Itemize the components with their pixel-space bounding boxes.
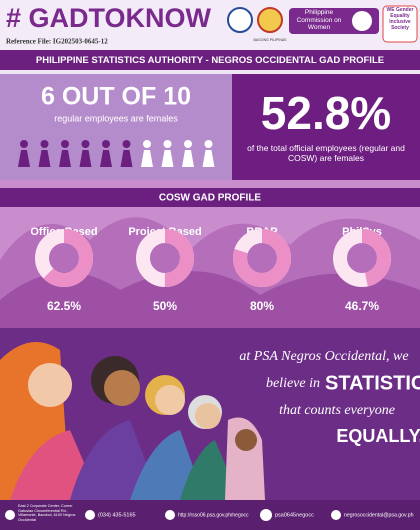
person-head: [143, 140, 151, 148]
icon-web: [165, 510, 175, 520]
person-head: [81, 140, 90, 148]
donut-arc: [136, 229, 194, 287]
ratio-box: [0, 74, 232, 180]
person-head: [40, 140, 49, 148]
logo-text: BAGONG PILIPINAS: [253, 38, 287, 42]
icon-phone: [85, 510, 95, 520]
percent-caption: of the total official employees (regular…: [247, 143, 405, 163]
logo-bagong: [257, 7, 283, 33]
person-body: [182, 150, 194, 167]
person-head: [20, 140, 28, 148]
address: East 2 Corporate Center, Corner Gatuslao…: [18, 504, 76, 522]
person-body: [202, 150, 215, 167]
logo-psa: [227, 7, 253, 33]
person-head: [102, 140, 110, 148]
logo-pcw-text: Philippine Commission on Women: [296, 9, 342, 31]
logo-pcw-text-box: Philippine Commission on Women: [296, 9, 342, 31]
donut-arc: [233, 229, 291, 287]
person-body: [120, 150, 133, 167]
silhouettes: [0, 271, 420, 328]
message-emphasis: EQUALLY.: [336, 426, 420, 446]
logo-we-text: WE Gender Equality Inclusive Society: [386, 7, 414, 31]
title: # GADTOKNOW: [6, 3, 212, 33]
percent-caption-box: of the total official employees (regular…: [247, 143, 405, 163]
person-body: [18, 150, 30, 167]
cosw-title: COSW GAD PROFILE: [159, 193, 262, 204]
email: negrosoccidental@psa.gov.ph: [344, 512, 414, 518]
percent: 52.8%: [261, 87, 391, 139]
donut-value: 62.5%: [47, 299, 81, 313]
ratio: 6 OUT OF 10: [41, 83, 191, 111]
donut-arc: [333, 229, 391, 287]
address-box: East 2 Corporate Center, Corner Gatuslao…: [18, 504, 76, 522]
phone: (034) 435-5165: [98, 512, 136, 518]
person-body: [100, 150, 112, 167]
logo-we-text-box: WE Gender Equality Inclusive Society: [386, 7, 414, 31]
person-body: [141, 150, 153, 167]
message-line: at PSA Negros Occidental, we: [239, 349, 408, 364]
person-head: [184, 140, 192, 148]
cosw-bar: [0, 188, 420, 207]
banner: PHILIPPINE STATISTICS AUTHORITY - NEGROS…: [36, 55, 384, 66]
person-body: [161, 150, 174, 167]
people-icons: [18, 140, 215, 167]
person-body: [38, 150, 51, 167]
icon-location: [5, 510, 15, 520]
website: http://rsso06.psa.gov.ph/negocc: [178, 512, 249, 518]
donut-value: 80%: [250, 299, 274, 313]
person-head: [61, 140, 69, 148]
banner-bg: [0, 50, 420, 70]
message-line: that counts everyone: [279, 403, 395, 418]
footer-bg: [0, 500, 420, 530]
person-head: [204, 140, 213, 148]
person-body: [79, 150, 92, 167]
person-head: [122, 140, 131, 148]
message: at PSA Negros Occidental, we believe in …: [239, 349, 420, 446]
logo-pcw-icon: [352, 11, 372, 31]
message-line: believe in: [266, 376, 320, 391]
donut-arc: [35, 229, 93, 287]
women-illustration: [0, 342, 265, 500]
facebook: psa0645negocc: [275, 512, 314, 518]
donut-value: 46.7%: [345, 299, 379, 313]
logo-we: [382, 5, 418, 43]
icon-email: [331, 510, 341, 520]
message-emphasis: STATISTICS: [325, 372, 420, 394]
ratio-caption: regular employees are females: [54, 113, 178, 123]
person-head: [163, 140, 172, 148]
person-body: [59, 150, 71, 167]
reference: Reference File: IG202503-0645-12: [6, 38, 108, 46]
donut-value: 50%: [153, 299, 177, 313]
icon-facebook: [260, 509, 272, 521]
percent-box: [232, 74, 420, 180]
